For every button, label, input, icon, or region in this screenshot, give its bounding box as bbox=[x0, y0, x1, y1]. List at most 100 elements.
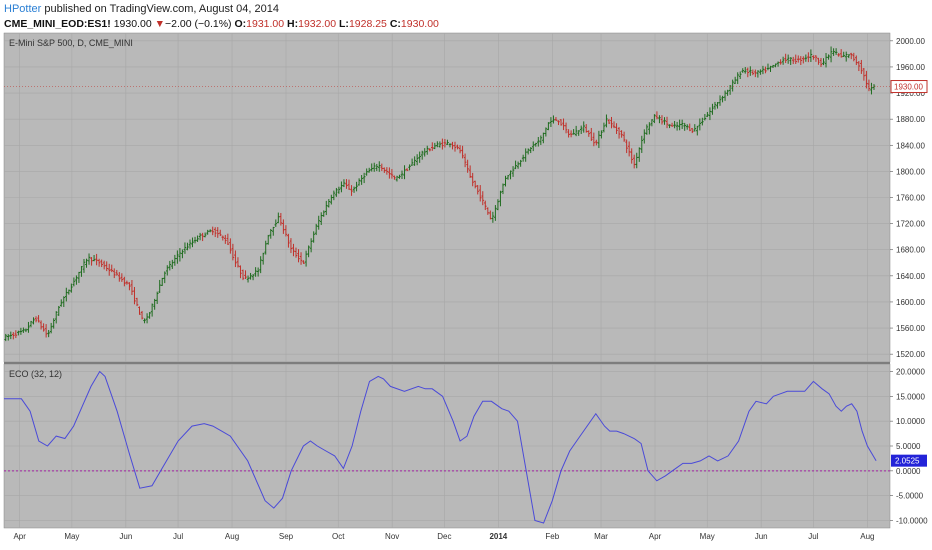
ohlc-bar bbox=[572, 129, 575, 135]
ohlc-bar bbox=[178, 248, 182, 262]
ohlc-bar bbox=[544, 127, 548, 137]
price-tick-label: 1680.00 bbox=[896, 246, 925, 255]
ohlc-bar bbox=[822, 58, 825, 66]
ohlc-bar bbox=[160, 277, 164, 287]
time-tick-label: Mar bbox=[594, 532, 608, 541]
ohlc-bar bbox=[786, 54, 790, 64]
ohlc-bar bbox=[226, 233, 230, 245]
ohlc-bar bbox=[408, 164, 411, 171]
ohlc-bar bbox=[80, 265, 83, 277]
ohlc-bar bbox=[438, 141, 442, 148]
ohlc-bar bbox=[418, 151, 421, 163]
ohlc-bar bbox=[779, 59, 782, 65]
ohlc-bar bbox=[595, 139, 598, 146]
time-tick-label: Aug bbox=[860, 532, 874, 541]
ohlc-bar bbox=[327, 199, 331, 208]
ohlc-bar bbox=[448, 143, 452, 148]
ohlc-bar bbox=[754, 69, 757, 78]
indicator-tick-label: -5.0000 bbox=[896, 492, 924, 501]
ohlc-bar bbox=[764, 66, 767, 74]
ohlc-bar bbox=[208, 229, 212, 233]
ohlc-bar bbox=[428, 148, 432, 152]
published-text: published on TradingView.com, August 04,… bbox=[41, 3, 279, 15]
ohlc-bar bbox=[860, 59, 863, 74]
ohlc-bar bbox=[22, 327, 25, 333]
indicator-tick-label: 20.0000 bbox=[896, 367, 925, 376]
ohlc-bar bbox=[751, 69, 755, 76]
indicator-axis[interactable]: -10.0000 -5.0000 0.0000 5.0000 10.0000 15.000… bbox=[890, 367, 928, 526]
time-axis[interactable]: Apr May Jun Jul Aug Sep Oct Nov Dec 2014 Feb Mar Apr… bbox=[13, 532, 874, 541]
publisher-user-link[interactable]: HPotter bbox=[4, 3, 42, 15]
ohlc-bar bbox=[696, 125, 699, 136]
time-tick-label: Feb bbox=[545, 532, 559, 541]
ohlc-bar bbox=[491, 211, 495, 223]
ohlc-bar bbox=[872, 84, 876, 90]
ohlc-bar bbox=[817, 57, 820, 65]
ohlc-bar bbox=[711, 103, 714, 115]
ohlc-bar bbox=[90, 257, 93, 266]
ohlc-bar bbox=[302, 260, 305, 264]
ohlc-bar bbox=[420, 150, 424, 160]
ohlc-bar bbox=[476, 185, 480, 195]
ohlc-bar bbox=[171, 259, 174, 269]
ohlc-bar bbox=[494, 205, 497, 221]
ohlc-bar bbox=[807, 52, 810, 63]
ohlc-bar bbox=[304, 250, 308, 267]
price-tick-label: 1560.00 bbox=[896, 324, 925, 333]
ohlc-bar bbox=[862, 67, 866, 81]
ohlc-bar bbox=[756, 70, 760, 78]
ohlc-bar bbox=[239, 265, 242, 279]
ohlc-bar bbox=[519, 159, 522, 167]
indicator-pane-title: ECO (32, 12) bbox=[9, 369, 62, 379]
ohlc-bar bbox=[436, 141, 439, 148]
ohlc-bar bbox=[463, 153, 467, 168]
ohlc-bar bbox=[451, 141, 454, 150]
ohlc-bar bbox=[489, 210, 492, 220]
ohlc-bar bbox=[158, 279, 162, 293]
time-tick-label: Apr bbox=[649, 532, 662, 541]
ohlc-bar bbox=[173, 254, 177, 266]
ohlc-bar bbox=[746, 67, 750, 78]
price-axis[interactable]: 1520.00 1560.00 1600.00 1640.00 1680.00 1720.… bbox=[4, 37, 928, 359]
ohlc-bar bbox=[650, 119, 654, 127]
ohlc-bar bbox=[6, 334, 10, 341]
ohlc-bar bbox=[330, 194, 333, 205]
ohlc-bar bbox=[473, 180, 477, 189]
ohlc-bar bbox=[42, 323, 45, 332]
ohlc-bar bbox=[627, 141, 631, 157]
ohlc-bar bbox=[413, 156, 416, 166]
ohlc-bar bbox=[17, 330, 20, 336]
ohlc-bar bbox=[562, 118, 565, 131]
symbol-name[interactable]: CME_MINI_EOD:ES1! bbox=[4, 18, 111, 30]
ohlc-bar bbox=[102, 260, 106, 270]
indicator-grid bbox=[4, 364, 890, 528]
ohlc-bar bbox=[443, 138, 447, 148]
ohlc-bar bbox=[554, 117, 558, 121]
price-bars bbox=[4, 46, 876, 342]
ohlc-bar bbox=[524, 148, 527, 162]
ohlc-bar bbox=[516, 161, 520, 169]
ohlc-bar bbox=[398, 174, 401, 179]
ohlc-bar bbox=[294, 247, 298, 258]
ohlc-bar bbox=[857, 61, 861, 72]
ohlc-bar bbox=[741, 68, 745, 73]
ohlc-bar bbox=[743, 67, 747, 74]
ohlc-bar bbox=[648, 122, 651, 135]
ohlc-bar bbox=[837, 53, 840, 57]
ohlc-bar bbox=[849, 52, 853, 60]
ohlc-bar bbox=[617, 127, 621, 139]
ohlc-bar bbox=[256, 267, 260, 277]
ohlc-bar bbox=[569, 130, 573, 138]
ohlc-bar bbox=[65, 287, 68, 302]
ohlc-bar bbox=[403, 165, 406, 180]
ohlc-bar bbox=[125, 280, 129, 285]
ohlc-bar bbox=[675, 121, 679, 131]
ohlc-bar bbox=[839, 49, 843, 58]
ohlc-bar bbox=[87, 253, 91, 265]
ohlc-bar bbox=[814, 55, 818, 62]
ohlc-bar bbox=[511, 166, 515, 177]
ohlc-bar bbox=[582, 121, 586, 133]
ohlc-bar bbox=[193, 236, 197, 244]
ohlc-bar bbox=[784, 53, 787, 64]
